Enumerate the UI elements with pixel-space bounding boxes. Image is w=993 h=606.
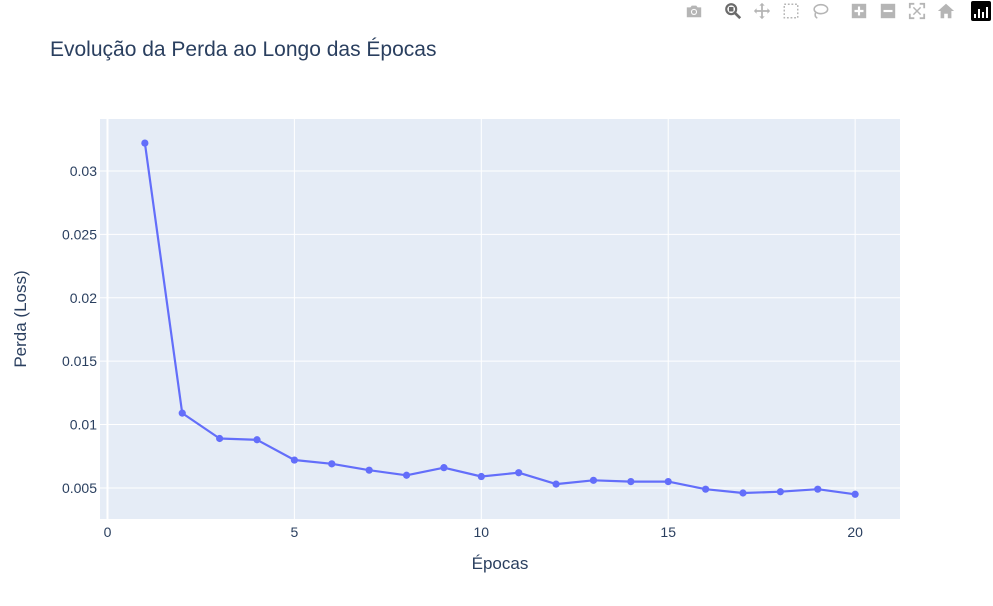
y-gridlines — [100, 170, 900, 489]
camera-icon[interactable] — [683, 0, 705, 22]
data-point — [440, 464, 448, 472]
series-line — [143, 142, 856, 496]
data-point — [664, 477, 672, 486]
data-point — [627, 477, 635, 486]
y-tick-label: 0.025 — [62, 226, 97, 242]
y-tick-label: 0.03 — [70, 163, 97, 179]
zoom-icon[interactable] — [722, 0, 744, 22]
x-tick-label: 10 — [474, 524, 490, 540]
x-gridlines — [106, 119, 856, 519]
data-point — [290, 456, 298, 464]
x-axis-title: Épocas — [472, 554, 529, 573]
pan-icon[interactable] — [751, 0, 773, 22]
x-tick-label: 5 — [290, 524, 298, 540]
data-point — [702, 485, 710, 493]
plot-area[interactable] — [100, 119, 900, 519]
x-tick-label: 20 — [847, 524, 863, 540]
data-point — [814, 485, 822, 493]
data-point — [365, 466, 373, 474]
series-loss — [141, 139, 859, 498]
data-point — [552, 480, 560, 488]
y-tick-label: 0.01 — [70, 417, 97, 433]
y-tick-label: 0.015 — [62, 353, 97, 369]
data-point — [328, 460, 336, 468]
y-tick-label: 0.02 — [70, 290, 97, 306]
reset-axes-icon[interactable] — [935, 0, 957, 22]
box-select-icon[interactable] — [780, 0, 802, 22]
data-point — [589, 476, 598, 484]
plotly-logo-icon[interactable] — [971, 1, 991, 21]
x-tick-label: 0 — [104, 524, 112, 540]
y-axis-title: Perda (Loss) — [11, 270, 30, 367]
data-point — [253, 436, 261, 444]
lasso-select-icon[interactable] — [809, 0, 831, 22]
chart-title: Evolução da Perda ao Longo das Épocas — [50, 38, 436, 61]
data-point — [402, 471, 411, 479]
zoom-out-icon[interactable] — [877, 0, 899, 22]
data-point — [851, 490, 859, 498]
y-tick-labels: 0.005 0.01 0.015 0.02 0.025 0.03 — [62, 163, 97, 496]
data-point — [776, 488, 784, 496]
data-point — [739, 489, 747, 497]
x-tick-labels: 0 5 10 15 20 — [104, 524, 864, 540]
y-tick-label: 0.005 — [62, 480, 97, 496]
zoom-in-icon[interactable] — [848, 0, 870, 22]
modebar — [676, 0, 993, 22]
data-point — [178, 409, 186, 417]
data-point — [141, 139, 149, 147]
data-point — [515, 469, 523, 477]
autoscale-icon[interactable] — [906, 0, 928, 22]
data-point — [477, 472, 485, 481]
data-point — [216, 434, 224, 443]
x-tick-label: 15 — [660, 524, 676, 540]
